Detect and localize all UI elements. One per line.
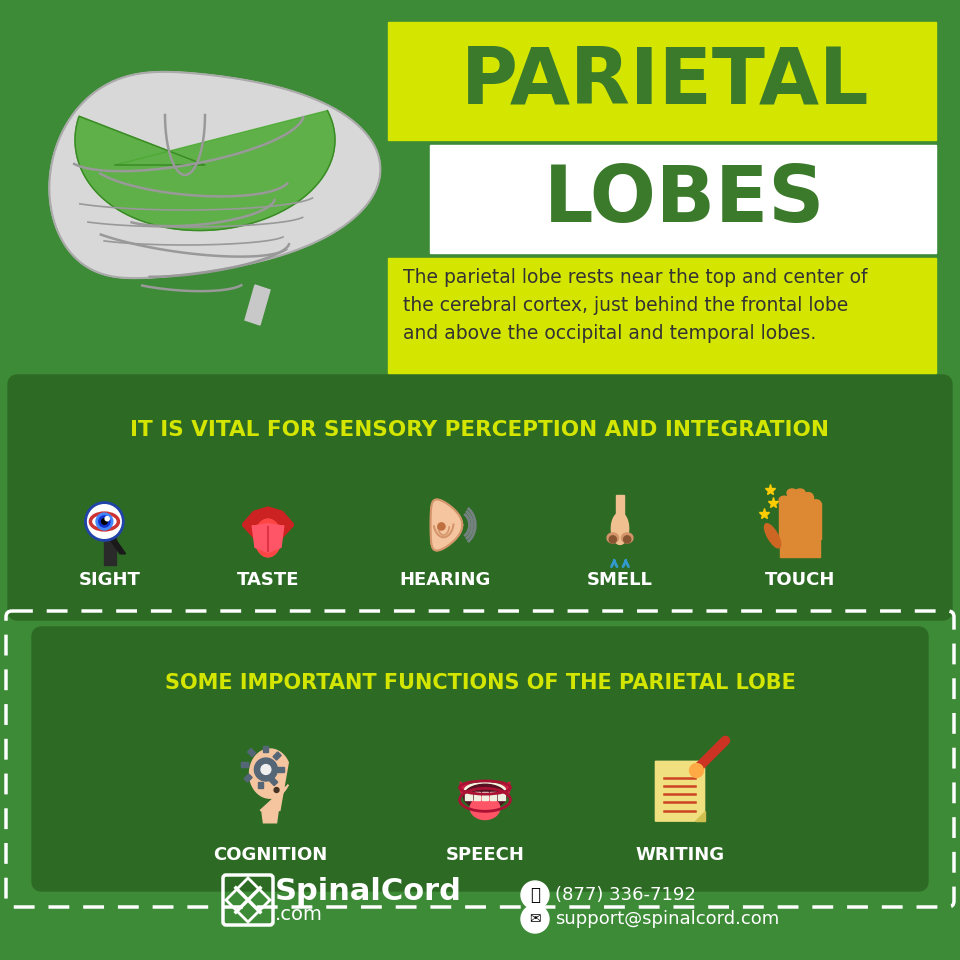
Bar — [388, 22, 936, 140]
Ellipse shape — [465, 782, 506, 798]
Polygon shape — [780, 540, 820, 558]
Text: .com: .com — [275, 904, 323, 924]
Circle shape — [254, 758, 277, 781]
Bar — [430, 145, 936, 253]
FancyBboxPatch shape — [32, 627, 928, 891]
Ellipse shape — [780, 496, 789, 503]
Text: COGNITION: COGNITION — [213, 846, 327, 864]
Bar — [498, 792, 505, 800]
Text: SPEECH: SPEECH — [445, 846, 524, 864]
Bar — [811, 503, 821, 540]
Ellipse shape — [787, 489, 797, 496]
Circle shape — [261, 764, 271, 775]
Polygon shape — [624, 536, 631, 543]
Text: IT IS VITAL FOR SENSORY PERCEPTION AND INTEGRATION: IT IS VITAL FOR SENSORY PERCEPTION AND I… — [131, 420, 829, 440]
Ellipse shape — [803, 492, 813, 500]
Circle shape — [87, 505, 121, 539]
Polygon shape — [695, 811, 705, 821]
Ellipse shape — [464, 784, 506, 809]
Text: WRITING: WRITING — [636, 846, 725, 864]
Circle shape — [102, 518, 108, 524]
Text: SMELL: SMELL — [588, 571, 653, 589]
Text: 📞: 📞 — [530, 886, 540, 904]
Text: (877) 336-7192: (877) 336-7192 — [555, 886, 696, 904]
Text: TASTE: TASTE — [237, 571, 300, 589]
Bar — [277, 767, 284, 772]
Bar — [473, 792, 480, 800]
Bar — [466, 792, 472, 800]
Bar — [263, 746, 268, 753]
Text: SpinalCord: SpinalCord — [275, 877, 462, 906]
Bar — [490, 792, 496, 800]
Bar — [482, 792, 489, 800]
Text: LOBES: LOBES — [544, 162, 826, 238]
Polygon shape — [75, 110, 335, 230]
Text: ✉: ✉ — [529, 912, 540, 926]
Circle shape — [105, 516, 109, 521]
Bar — [257, 781, 263, 788]
Text: support@spinalcord.com: support@spinalcord.com — [555, 910, 780, 928]
Polygon shape — [262, 810, 278, 823]
Text: TOUCH: TOUCH — [765, 571, 835, 589]
Bar — [270, 778, 277, 785]
Circle shape — [275, 787, 279, 792]
Ellipse shape — [764, 524, 780, 548]
Circle shape — [96, 513, 113, 530]
Polygon shape — [612, 513, 629, 544]
Polygon shape — [255, 519, 281, 557]
Bar — [388, 258, 936, 373]
Polygon shape — [621, 533, 633, 543]
Text: SOME IMPORTANT FUNCTIONS OF THE PARIETAL LOBE: SOME IMPORTANT FUNCTIONS OF THE PARIETAL… — [164, 673, 796, 693]
Polygon shape — [243, 526, 293, 545]
Bar — [780, 500, 789, 540]
Circle shape — [99, 516, 110, 527]
FancyBboxPatch shape — [8, 375, 952, 620]
Polygon shape — [461, 781, 510, 803]
Polygon shape — [616, 494, 624, 521]
Circle shape — [438, 523, 445, 530]
Bar — [803, 496, 813, 540]
Bar — [244, 774, 252, 782]
Ellipse shape — [91, 514, 118, 529]
Text: PARIETAL: PARIETAL — [461, 44, 869, 120]
Bar — [787, 492, 797, 540]
Ellipse shape — [811, 500, 821, 507]
Polygon shape — [431, 499, 463, 550]
Polygon shape — [252, 523, 284, 552]
Bar — [795, 492, 805, 540]
Polygon shape — [108, 536, 126, 554]
Circle shape — [521, 905, 549, 933]
Circle shape — [521, 881, 549, 909]
Ellipse shape — [795, 489, 805, 496]
Text: SIGHT: SIGHT — [79, 571, 141, 589]
Polygon shape — [656, 761, 705, 821]
Polygon shape — [470, 797, 500, 820]
Polygon shape — [610, 536, 616, 543]
Circle shape — [84, 502, 124, 541]
Text: HEARING: HEARING — [399, 571, 491, 589]
Polygon shape — [245, 285, 270, 325]
Bar — [273, 752, 281, 760]
Text: The parietal lobe rests near the top and center of
the cerebral cortex, just beh: The parietal lobe rests near the top and… — [403, 268, 868, 343]
Bar — [241, 762, 248, 767]
Bar — [105, 534, 115, 564]
Polygon shape — [49, 72, 380, 278]
Polygon shape — [243, 507, 293, 526]
Polygon shape — [250, 749, 288, 810]
Polygon shape — [255, 519, 281, 557]
Polygon shape — [607, 533, 618, 543]
Bar — [248, 749, 255, 756]
